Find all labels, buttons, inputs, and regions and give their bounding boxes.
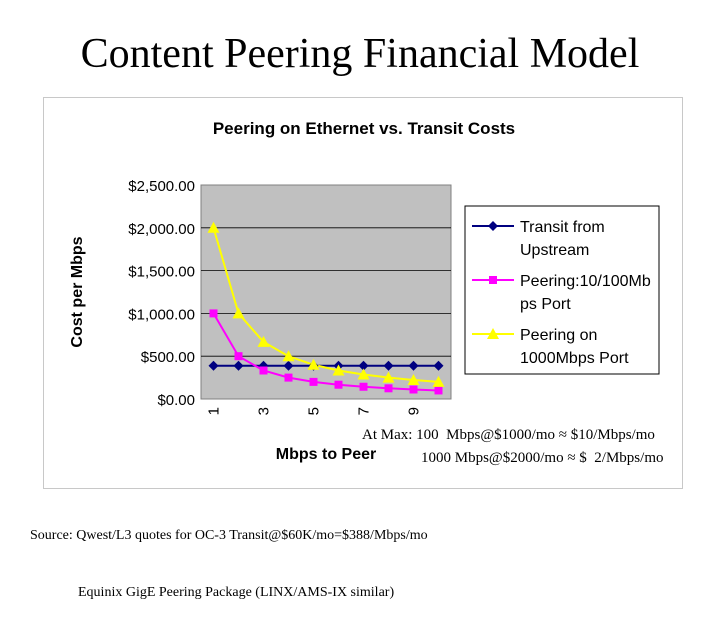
data-point-diamond (383, 360, 394, 371)
data-point-diamond (408, 360, 419, 371)
data-point-triangle (487, 328, 499, 339)
data-point-diamond (233, 360, 244, 371)
data-point-triangle (257, 335, 270, 347)
y-tick-label: $1,000.00 (128, 306, 195, 323)
y-tick-label: $500.00 (141, 349, 195, 366)
source-line-2: Equinix GigE Peering Package (LINX/AMS-I… (78, 585, 395, 600)
chart-frame: Peering on Ethernet vs. Transit Costs $0… (43, 97, 683, 489)
x-axis-label: Mbps to Peer (276, 446, 376, 463)
source-note: Source: Qwest/L3 quotes for OC-3 Transit… (30, 488, 428, 621)
data-point-square (259, 366, 268, 375)
data-point-square (334, 380, 343, 389)
data-point-triangle (432, 375, 445, 387)
legend: Transit from Upstream Peering:10/100Mb ps P… (464, 205, 660, 375)
legend-label: 1000Mbps Port (520, 350, 629, 367)
data-point-square (234, 352, 243, 361)
data-point-square (384, 384, 393, 393)
data-point-square (434, 386, 443, 395)
y-tick-label: $0.00 (157, 392, 195, 409)
data-point-triangle (232, 307, 245, 319)
data-point-square (209, 309, 218, 318)
plot-area (200, 184, 452, 400)
data-point-square (409, 385, 418, 394)
y-tick-label: $2,500.00 (128, 178, 195, 195)
data-point-triangle (207, 221, 220, 233)
legend-label: Peering:10/100Mb (520, 273, 651, 290)
legend-label: Peering on (520, 327, 597, 344)
note-line-2: 1000 Mbps@$2000/mo ≈ $ 2/Mbps/mo (421, 450, 664, 466)
legend-label: Transit from (520, 219, 605, 236)
x-axis-ticks: 1 3 5 7 9 (206, 407, 423, 415)
data-point-triangle (282, 350, 295, 362)
data-point-diamond (433, 360, 444, 371)
x-tick-label: 7 (356, 407, 373, 415)
series-line (212, 227, 439, 383)
note-line-1: At Max: 100 Mbps@$1000/mo ≈ $10/Mbps/mo (362, 427, 655, 443)
data-point-square (359, 382, 368, 391)
series-line (212, 312, 439, 392)
data-point-diamond (358, 360, 369, 371)
data-point-square (284, 373, 293, 382)
legend-items: Transit from Upstream Peering:10/100Mb ps P… (472, 219, 651, 367)
source-line-1: Source: Qwest/L3 quotes for OC-3 Transit… (30, 528, 428, 543)
x-tick-label: 1 (206, 407, 223, 415)
data-point-diamond (208, 360, 219, 371)
y-tick-label: $2,000.00 (128, 221, 195, 238)
chart-title: Peering on Ethernet vs. Transit Costs (213, 119, 515, 138)
data-point-square (489, 276, 497, 284)
slide-title: Content Peering Financial Model (80, 31, 640, 77)
x-tick-label: 9 (406, 407, 423, 415)
legend-label: ps Port (520, 296, 571, 313)
series-group (207, 221, 445, 395)
data-point-diamond (488, 221, 498, 231)
y-axis-label: Cost per Mbps (69, 236, 86, 347)
legend-label: Upstream (520, 242, 589, 259)
data-point-triangle (332, 364, 345, 376)
data-point-square (309, 377, 318, 386)
gridlines (201, 227, 451, 357)
data-point-triangle (382, 371, 395, 383)
x-tick-label: 5 (306, 407, 323, 415)
data-point-triangle (407, 373, 420, 385)
y-tick-label: $1,500.00 (128, 264, 195, 281)
data-point-diamond (283, 360, 294, 371)
legend-box (464, 205, 660, 375)
chart-svg: Peering on Ethernet vs. Transit Costs $0… (69, 119, 660, 463)
data-point-triangle (357, 368, 370, 380)
y-axis-ticks: $0.00 $500.00 $1,000.00 $1,500.00 $2,000.00 $… (128, 178, 195, 409)
x-tick-label: 3 (256, 407, 273, 415)
data-point-triangle (307, 358, 320, 370)
